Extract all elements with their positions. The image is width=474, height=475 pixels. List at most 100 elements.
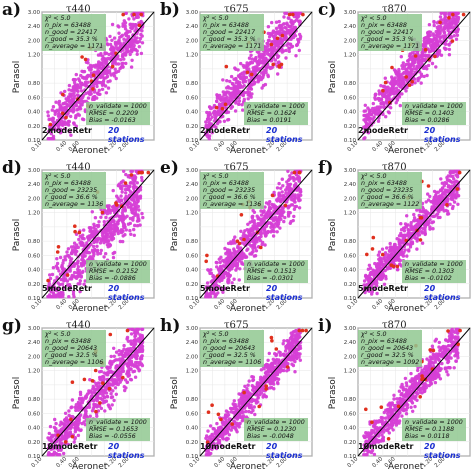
data-point	[59, 447, 63, 451]
data-point	[289, 176, 294, 180]
data-point	[394, 101, 398, 105]
data-point	[86, 74, 90, 78]
data-point	[111, 251, 115, 256]
error-box: n_validate = 1000 RMSE = 0.1403 Bias = 0.0…	[402, 102, 466, 126]
data-point	[398, 80, 402, 84]
data-point	[138, 223, 142, 227]
data-point	[438, 215, 442, 220]
data-point	[247, 78, 251, 83]
data-point	[235, 85, 240, 89]
data-point	[437, 194, 442, 198]
data-point	[125, 370, 130, 374]
y-tick-label: 2.00	[28, 354, 41, 360]
data-point	[47, 431, 51, 436]
data-point	[86, 235, 91, 240]
data-point	[210, 115, 214, 119]
x-axis-label: Aeronet	[72, 304, 108, 314]
data-point	[239, 229, 243, 233]
data-point	[428, 194, 432, 199]
data-point	[124, 61, 128, 66]
data-point	[426, 53, 430, 58]
data-point	[94, 227, 98, 232]
y-tick-label: 1.20	[28, 53, 41, 59]
data-point	[243, 234, 248, 238]
y-tick-label: 0.20	[186, 124, 199, 130]
error-row: RMSE = 0.2209	[89, 110, 139, 118]
y-tick-label: 0.80	[28, 81, 41, 87]
data-point	[54, 100, 58, 104]
data-point	[86, 80, 90, 85]
data-point	[388, 241, 392, 246]
x-tick-label: 0.40	[55, 456, 68, 469]
data-point	[67, 98, 71, 103]
data-point	[82, 282, 86, 286]
data-point	[270, 20, 274, 25]
data-point	[85, 241, 89, 245]
outlier-point	[291, 12, 295, 17]
data-point	[266, 25, 271, 29]
data-point	[371, 109, 376, 114]
data-point	[116, 183, 121, 188]
stats-row: n_good = 22417	[361, 29, 414, 37]
data-point	[110, 362, 114, 366]
data-point	[108, 231, 112, 235]
data-point	[451, 20, 455, 24]
data-point	[96, 252, 100, 256]
data-point	[408, 55, 413, 59]
y-tick-label: 0.20	[186, 282, 199, 288]
data-point	[426, 192, 430, 196]
error-row: n_validate = 1000	[89, 103, 147, 110]
data-point	[254, 68, 259, 72]
outlier-point	[214, 105, 219, 110]
stats-row: n_average = 1171	[361, 43, 420, 51]
data-point	[207, 137, 211, 141]
data-point	[217, 102, 222, 106]
outlier-point	[204, 259, 208, 264]
data-point	[116, 47, 121, 51]
data-point	[412, 234, 417, 239]
error-row: Bias = -0.0102	[405, 275, 452, 283]
data-point	[131, 216, 135, 220]
data-point	[90, 64, 94, 69]
data-point	[129, 42, 134, 46]
data-point	[397, 67, 401, 72]
data-point	[96, 238, 100, 242]
data-point	[106, 239, 110, 244]
data-point	[242, 231, 246, 235]
data-point	[269, 211, 273, 215]
outlier-point	[433, 54, 437, 59]
data-point	[100, 57, 105, 62]
data-point	[108, 71, 112, 75]
data-point	[415, 236, 419, 241]
outlier-point	[249, 72, 254, 77]
y-tick-label: 2.00	[28, 196, 41, 202]
data-point	[57, 128, 61, 132]
data-point	[266, 31, 270, 36]
data-point	[77, 272, 82, 276]
data-point	[431, 220, 436, 224]
data-point	[137, 208, 141, 212]
data-point	[226, 90, 231, 94]
error-row: Bias = -0.0163	[89, 117, 136, 125]
data-point	[128, 359, 132, 364]
y-tick-label: 0.40	[186, 268, 199, 274]
data-point	[109, 392, 113, 396]
data-point	[404, 233, 408, 238]
data-point	[212, 292, 217, 296]
data-point	[450, 206, 455, 211]
data-point	[137, 218, 141, 223]
data-point	[115, 380, 119, 384]
data-point	[376, 253, 381, 257]
data-point	[117, 198, 122, 202]
data-point	[121, 179, 125, 183]
data-point	[456, 27, 460, 31]
data-point	[234, 81, 238, 85]
data-point	[214, 278, 219, 282]
data-point	[436, 208, 440, 212]
data-point	[448, 25, 452, 29]
data-point	[84, 77, 89, 81]
data-point	[447, 184, 451, 188]
data-point	[48, 424, 53, 429]
data-point	[216, 267, 221, 272]
